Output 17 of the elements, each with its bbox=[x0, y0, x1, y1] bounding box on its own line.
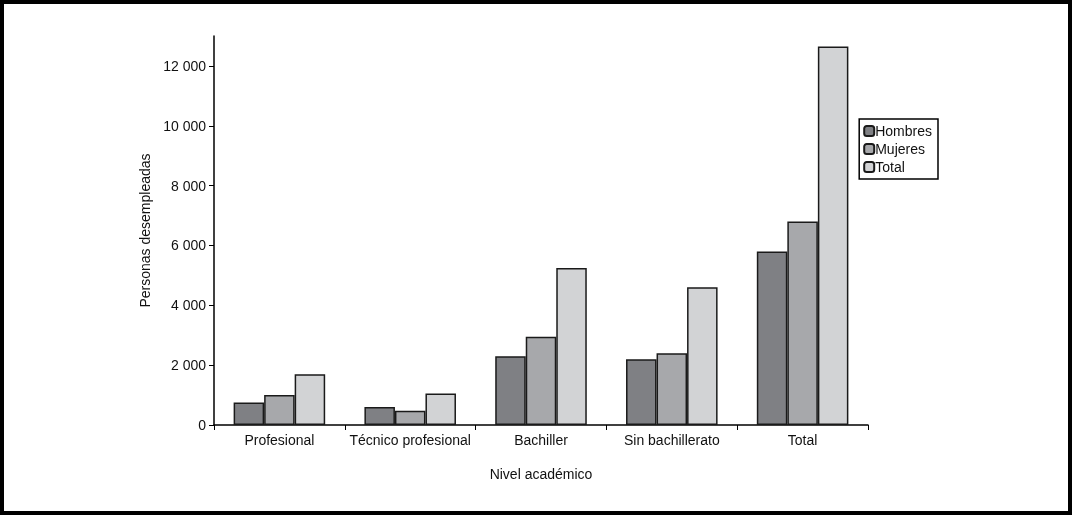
legend-label: Hombres bbox=[875, 123, 932, 139]
x-tick-label: Profesional bbox=[244, 432, 315, 448]
y-tick-label: 10 000 bbox=[163, 117, 207, 134]
y-axis-title: Personas desempleadas bbox=[137, 153, 154, 308]
y-tick-label: 6 000 bbox=[170, 237, 207, 254]
y-tick-label: 12 000 bbox=[163, 57, 207, 74]
x-tick-label: Sin bachillerato bbox=[623, 432, 720, 448]
x-tick-label: Total bbox=[787, 432, 818, 448]
legend-label: Total bbox=[875, 159, 905, 175]
y-tick-label: 8 000 bbox=[170, 177, 207, 194]
x-axis-title: Nivel académico bbox=[489, 466, 593, 482]
y-tick-label: 2 000 bbox=[170, 357, 207, 374]
y-tick-label: 0 bbox=[198, 417, 207, 433]
x-tick-label: Bachiller bbox=[514, 432, 569, 448]
legend-label: Mujeres bbox=[875, 141, 925, 157]
y-tick-label: 4 000 bbox=[170, 297, 207, 314]
x-tick-label: Técnico profesional bbox=[349, 432, 471, 448]
